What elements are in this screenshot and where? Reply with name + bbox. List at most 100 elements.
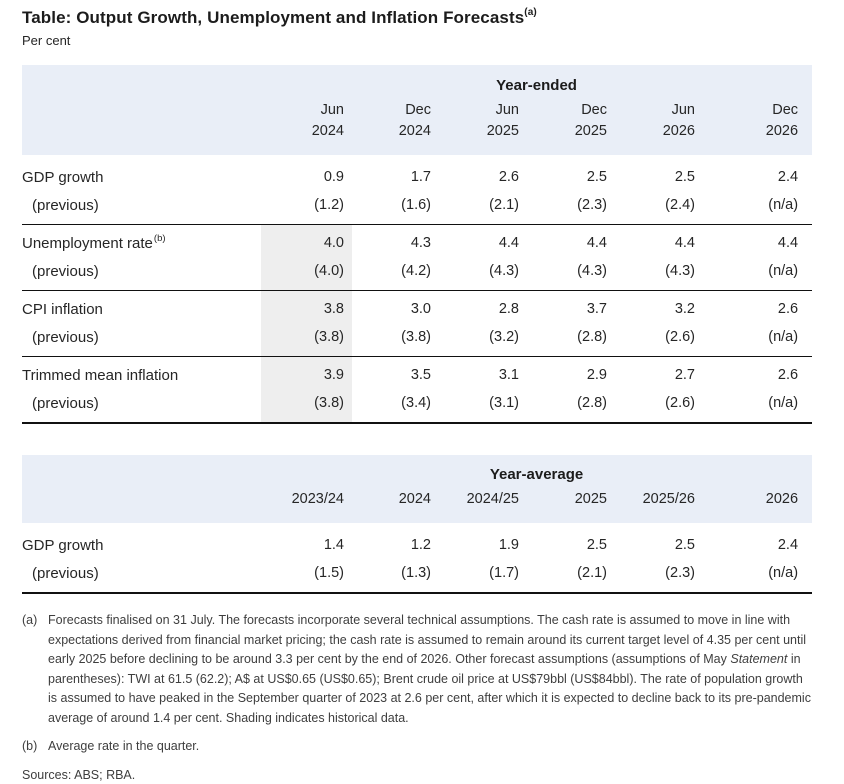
cell: 2.5 (586, 537, 607, 553)
cell: (1.6) (401, 197, 431, 213)
cell: 2.5 (674, 169, 695, 185)
header-corner-cell (22, 98, 261, 155)
year-average-group-header: Year-average (261, 455, 813, 487)
row-gdp-growth-average: GDP growth 1.4 1.2 1.9 2.5 2.5 2.4 (22, 523, 812, 559)
cell: (4.3) (489, 263, 519, 279)
column-header-2025: 2025 (527, 487, 615, 523)
cell: (2.8) (577, 395, 607, 411)
cell: 3.7 (527, 290, 615, 323)
column-header-jun-2024: Jun 2024 (261, 98, 352, 155)
cell: 4.3 (352, 224, 439, 257)
cell: (2.6) (665, 329, 695, 345)
year-average-table-header: Year-average 2023/24 2024 2024/25 2025 2… (22, 455, 813, 523)
year-ended-table-header: Year-ended Jun 2024 Dec 2024 Jun 2025 Dec 20… (22, 65, 813, 155)
cell-shaded-historical: (4.0) (261, 257, 352, 291)
cell: 2.4 (777, 169, 799, 185)
cell: 3.1 (439, 356, 527, 389)
cell: (2.6) (665, 395, 695, 411)
year-ended-table-body: GDP growth 0.9 1.7 2.6 2.5 2.5 2.4 (prev… (22, 155, 813, 423)
cell: 4.4 (439, 224, 527, 257)
sources-line: Sources: ABS; RBA. (22, 767, 136, 782)
cell: 4.4 (615, 224, 703, 257)
column-header-row: 2023/24 2024 2024/25 2025 2025/26 2026 (22, 487, 813, 523)
cell: (n/a) (768, 565, 799, 581)
cell: 2.5 (674, 537, 695, 553)
cell: 2.8 (439, 290, 527, 323)
footnote-a-marker: (a) (22, 613, 38, 627)
column-header-2025-26: 2025/26 (615, 487, 703, 523)
cell: 2.6 (703, 290, 813, 323)
row-cpi-inflation: CPI inflation 3.8 3.0 2.8 3.7 3.2 2.6 (22, 290, 813, 323)
footnote-b: (b) Average rate in the quarter. (22, 737, 814, 757)
row-label: GDP growth (22, 169, 104, 186)
cell: (n/a) (768, 329, 799, 345)
cell-shaded-historical: (3.8) (261, 323, 352, 357)
cell: 3.2 (615, 290, 703, 323)
cell: (n/a) (768, 263, 799, 279)
cell: (3.8) (401, 329, 431, 345)
page-title: Table: Output Growth, Unemployment and I… (22, 7, 812, 28)
cell: (4.3) (577, 263, 607, 279)
column-header-2023-24: 2023/24 (261, 487, 352, 523)
cell: 1.4 (323, 537, 344, 553)
cell-shaded-historical: 4.0 (261, 224, 352, 257)
cell-shaded-historical: 3.8 (261, 290, 352, 323)
column-header-2024: 2024 (352, 487, 439, 523)
column-header-dec-2025: Dec 2025 (527, 98, 615, 155)
row-label: GDP growth (22, 537, 104, 554)
footnote-a-text: Forecasts finalised on 31 July. The fore… (48, 613, 811, 725)
year-ended-table: Year-ended Jun 2024 Dec 2024 Jun 2025 Dec 20… (22, 65, 813, 424)
cell: (2.1) (577, 565, 607, 581)
header-corner-cell (22, 455, 261, 487)
cell: 3.0 (352, 290, 439, 323)
column-header-2026: 2026 (703, 487, 813, 523)
cell: 1.9 (498, 537, 519, 553)
cell: (3.2) (489, 329, 519, 345)
cell: 1.2 (410, 537, 431, 553)
row-gdp-growth-previous: (previous) (1.2) (1.6) (2.1) (2.3) (2.4)… (22, 191, 812, 225)
cell: (1.5) (314, 565, 344, 581)
group-header-row: Year-ended (22, 65, 813, 98)
page-title-text: Table: Output Growth, Unemployment and I… (22, 8, 525, 27)
column-header-dec-2024: Dec 2024 (352, 98, 439, 155)
cell: 2.5 (586, 169, 607, 185)
column-header-jun-2026: Jun 2026 (615, 98, 703, 155)
cell: 2.6 (703, 356, 813, 389)
cell: (2.1) (489, 197, 519, 213)
year-ended-group-header: Year-ended (261, 65, 813, 98)
footnote-b-text: Average rate in the quarter. (48, 739, 200, 753)
footnote-a: (a) Forecasts finalised on 31 July. The … (22, 611, 814, 728)
cell: 2.7 (615, 356, 703, 389)
cell: 2.4 (777, 537, 799, 553)
row-unemployment-rate: Unemployment rate(b) 4.0 4.3 4.4 4.4 4.4… (22, 224, 813, 257)
cell: (2.3) (665, 565, 695, 581)
cell: (3.1) (489, 395, 519, 411)
cell: 4.4 (527, 224, 615, 257)
header-corner-cell (22, 65, 261, 98)
year-average-table-body: GDP growth 1.4 1.2 1.9 2.5 2.5 2.4 (prev… (22, 523, 812, 593)
cell: 1.7 (410, 169, 431, 185)
row-cpi-inflation-previous: (previous) (3.8) (3.8) (3.2) (2.8) (2.6)… (22, 323, 812, 357)
row-label: (previous) (32, 329, 99, 346)
cell: (1.3) (401, 565, 431, 581)
title-footnote-marker: (a) (524, 7, 537, 19)
cell: 4.4 (703, 224, 813, 257)
row-label: CPI inflation (22, 290, 261, 323)
year-average-table: Year-average 2023/24 2024 2024/25 2025 2… (22, 455, 813, 594)
cell: (1.2) (314, 197, 344, 213)
column-header-dec-2026: Dec 2026 (703, 98, 813, 155)
row-label: (previous) (32, 395, 99, 412)
cell: 0.9 (323, 169, 344, 185)
cell-shaded-historical: 3.9 (261, 356, 352, 389)
group-header-row: Year-average (22, 455, 813, 487)
cell: 3.5 (352, 356, 439, 389)
cell: (2.4) (665, 197, 695, 213)
cell: (2.3) (577, 197, 607, 213)
row-unemployment-rate-previous: (previous) (4.0) (4.2) (4.3) (4.3) (4.3)… (22, 257, 812, 291)
cell: (n/a) (768, 197, 799, 213)
cell: (3.4) (401, 395, 431, 411)
cell-shaded-historical: (3.8) (261, 389, 352, 423)
cell: (n/a) (768, 395, 799, 411)
column-header-jun-2025: Jun 2025 (439, 98, 527, 155)
row-footnote-marker: (b) (153, 233, 166, 244)
